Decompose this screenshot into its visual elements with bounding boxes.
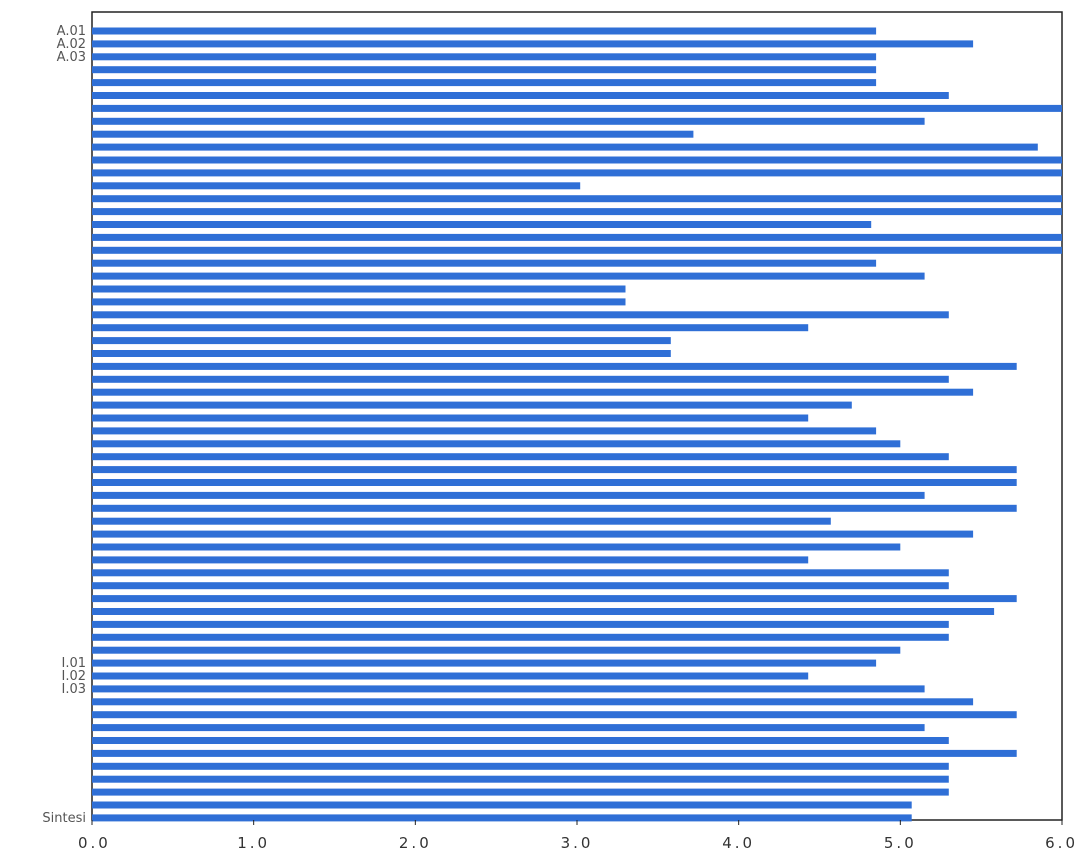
bar-C.02 <box>92 272 925 280</box>
bar-I <box>92 801 912 809</box>
x-tick-label: 6.0 <box>1045 834 1078 852</box>
bar-B.02 <box>92 156 1062 164</box>
bar-H <box>92 788 949 796</box>
bar-A.01 <box>92 27 877 35</box>
category-label: Sintesi <box>42 811 86 826</box>
bar-D.01 <box>92 324 809 332</box>
category-label: A.03 <box>57 50 86 65</box>
bar-E.05 <box>92 427 877 435</box>
bar-F <box>92 762 949 770</box>
bar-B.06 <box>92 208 1062 216</box>
bar-G.03 <box>92 582 949 590</box>
bar-D.03 <box>92 350 671 357</box>
bar-D.04 <box>92 362 1017 370</box>
bar-A.06 <box>92 92 949 99</box>
x-tick-label: 5.0 <box>884 834 917 852</box>
bar-C <box>92 724 925 732</box>
category-label: A.02 <box>57 37 86 52</box>
bar-B.09 <box>92 246 1062 254</box>
bar-G <box>92 775 949 783</box>
bar-B.07 <box>92 221 872 228</box>
bar-G.05 <box>92 608 995 615</box>
bar-C.04 <box>92 298 626 306</box>
bar-G.07 <box>92 633 949 641</box>
bar-F.06 <box>92 543 901 551</box>
bar-E <box>92 749 1017 757</box>
bar-I.02 <box>92 672 809 680</box>
bar-G.01 <box>92 556 809 564</box>
bar-G.02 <box>92 569 949 577</box>
bar-I.03 <box>92 685 925 693</box>
bar-E.07 <box>92 453 949 461</box>
bar-A <box>92 698 974 706</box>
bar-A.05 <box>92 79 877 87</box>
bar-D <box>92 737 949 744</box>
bar-B.08 <box>92 233 1062 241</box>
bar-F.04 <box>92 517 831 525</box>
bar-G.04 <box>92 595 1017 603</box>
x-tick-label: 1.0 <box>237 834 270 852</box>
bar-B.04 <box>92 182 581 190</box>
bar-F.03 <box>92 504 1017 512</box>
x-tick-label: 2.0 <box>399 834 432 852</box>
bar-C.05 <box>92 311 949 319</box>
bar-B.01 <box>92 143 1038 151</box>
bar-A.03 <box>92 53 877 61</box>
bar-C.01 <box>92 259 877 267</box>
x-tick-label: 3.0 <box>561 834 594 852</box>
bar-A.04 <box>92 66 877 74</box>
bar-F.01 <box>92 479 1017 486</box>
x-axis-ticks: 0.0 1.0 2.0 3.0 4.0 5.0 6.0 <box>78 820 1078 852</box>
bar-A.08 <box>92 117 925 125</box>
bar-E.08 <box>92 466 1017 474</box>
category-labels: A.01A.02A.03 I.01I.02I.03 Sintesi <box>42 24 86 826</box>
bar-E.06 <box>92 440 901 448</box>
bar-F.05 <box>92 530 974 538</box>
bar-B <box>92 711 1017 719</box>
bar-E.04 <box>92 414 809 422</box>
bar-A.09 <box>92 130 694 138</box>
bar-C.03 <box>92 285 626 293</box>
bar-E.03 <box>92 401 852 409</box>
bars-group <box>92 27 1062 822</box>
x-tick-label: 4.0 <box>722 834 755 852</box>
bar-G.06 <box>92 620 949 628</box>
bar-A.07 <box>92 104 1062 112</box>
bar-B.05 <box>92 195 1062 203</box>
bar-E.01 <box>92 375 949 383</box>
bar-Sintesi <box>92 814 912 822</box>
bar-E.02 <box>92 388 974 396</box>
bar-F.02 <box>92 491 925 499</box>
category-label: I.01 <box>61 656 86 671</box>
bar-I.01 <box>92 659 877 667</box>
bar-G.08 <box>92 646 901 654</box>
category-label: I.03 <box>61 682 86 697</box>
x-tick-label: 0.0 <box>78 834 111 852</box>
bar-B.03 <box>92 169 1062 177</box>
category-label: I.02 <box>61 669 86 684</box>
bar-A.02 <box>92 40 974 48</box>
category-label: A.01 <box>57 24 86 39</box>
bar-D.02 <box>92 337 671 345</box>
